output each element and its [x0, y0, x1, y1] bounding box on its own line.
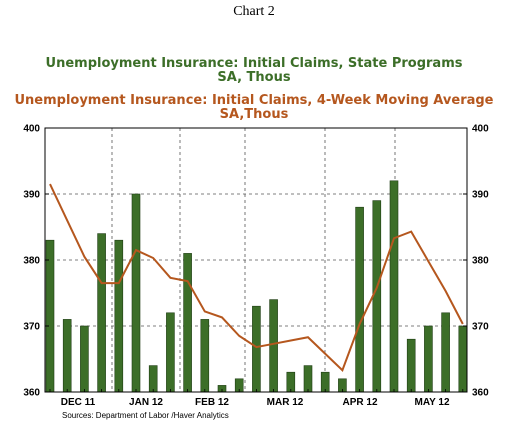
moving-average-line [49, 183, 464, 372]
y-tick-label-left: 400 [23, 124, 40, 135]
axis-layer: 360 360 370 370 380 380 390 390 400 400 DEC 11 JAN … [23, 124, 489, 409]
bar [45, 239, 55, 393]
x-month-label: DEC 11 [61, 397, 96, 408]
bar [355, 206, 364, 393]
bar-series-title-line1: Unemployment Insurance: Initial Claims, … [45, 56, 463, 71]
x-month-label: MAY 12 [414, 397, 449, 408]
y-tick-label-right: 380 [472, 256, 489, 267]
bar [131, 193, 141, 393]
line-series-title-line1: Unemployment Insurance: Initial Claims, … [14, 93, 494, 108]
bar [389, 180, 399, 393]
line-series-title: Unemployment Insurance: Initial Claims, … [0, 94, 508, 122]
bar [80, 325, 89, 393]
bar [148, 365, 158, 393]
bar [97, 233, 106, 393]
bar [441, 312, 450, 393]
bar [424, 325, 433, 393]
chart-number: Chart 2 [233, 4, 275, 19]
y-tick-label-right: 400 [472, 124, 489, 135]
source-note: Sources: Department of Labor /Haver Anal… [62, 411, 229, 420]
bar [406, 338, 416, 393]
x-month-label: FEB 12 [195, 397, 229, 408]
bar-series-title: Unemployment Insurance: Initial Claims, … [0, 57, 508, 85]
y-tick-label-right: 390 [472, 190, 489, 201]
bar [114, 239, 124, 393]
y-tick-label-left: 380 [23, 256, 40, 267]
x-month-label: APR 12 [342, 397, 377, 408]
bars-layer [45, 180, 468, 393]
y-tick-label-left: 360 [23, 388, 40, 399]
bar [269, 299, 278, 393]
x-month-label: JAN 12 [129, 397, 163, 408]
bar [62, 319, 72, 393]
bar [166, 312, 175, 393]
y-tick-label-left: 370 [23, 322, 40, 333]
y-tick-label-right: 360 [472, 388, 489, 399]
y-tick-label-right: 370 [472, 322, 489, 333]
x-month-label: MAR 12 [267, 397, 304, 408]
bar [303, 365, 313, 393]
bar-series-title-line2: SA, Thous [217, 70, 291, 85]
bar [252, 305, 261, 393]
y-tick-label-left: 390 [23, 190, 40, 201]
bar [458, 325, 468, 393]
line-layer [49, 183, 464, 372]
bar [200, 319, 210, 393]
line-series-title-line2: SA,Thous [219, 107, 289, 122]
bar [372, 200, 382, 393]
bar [183, 253, 192, 393]
